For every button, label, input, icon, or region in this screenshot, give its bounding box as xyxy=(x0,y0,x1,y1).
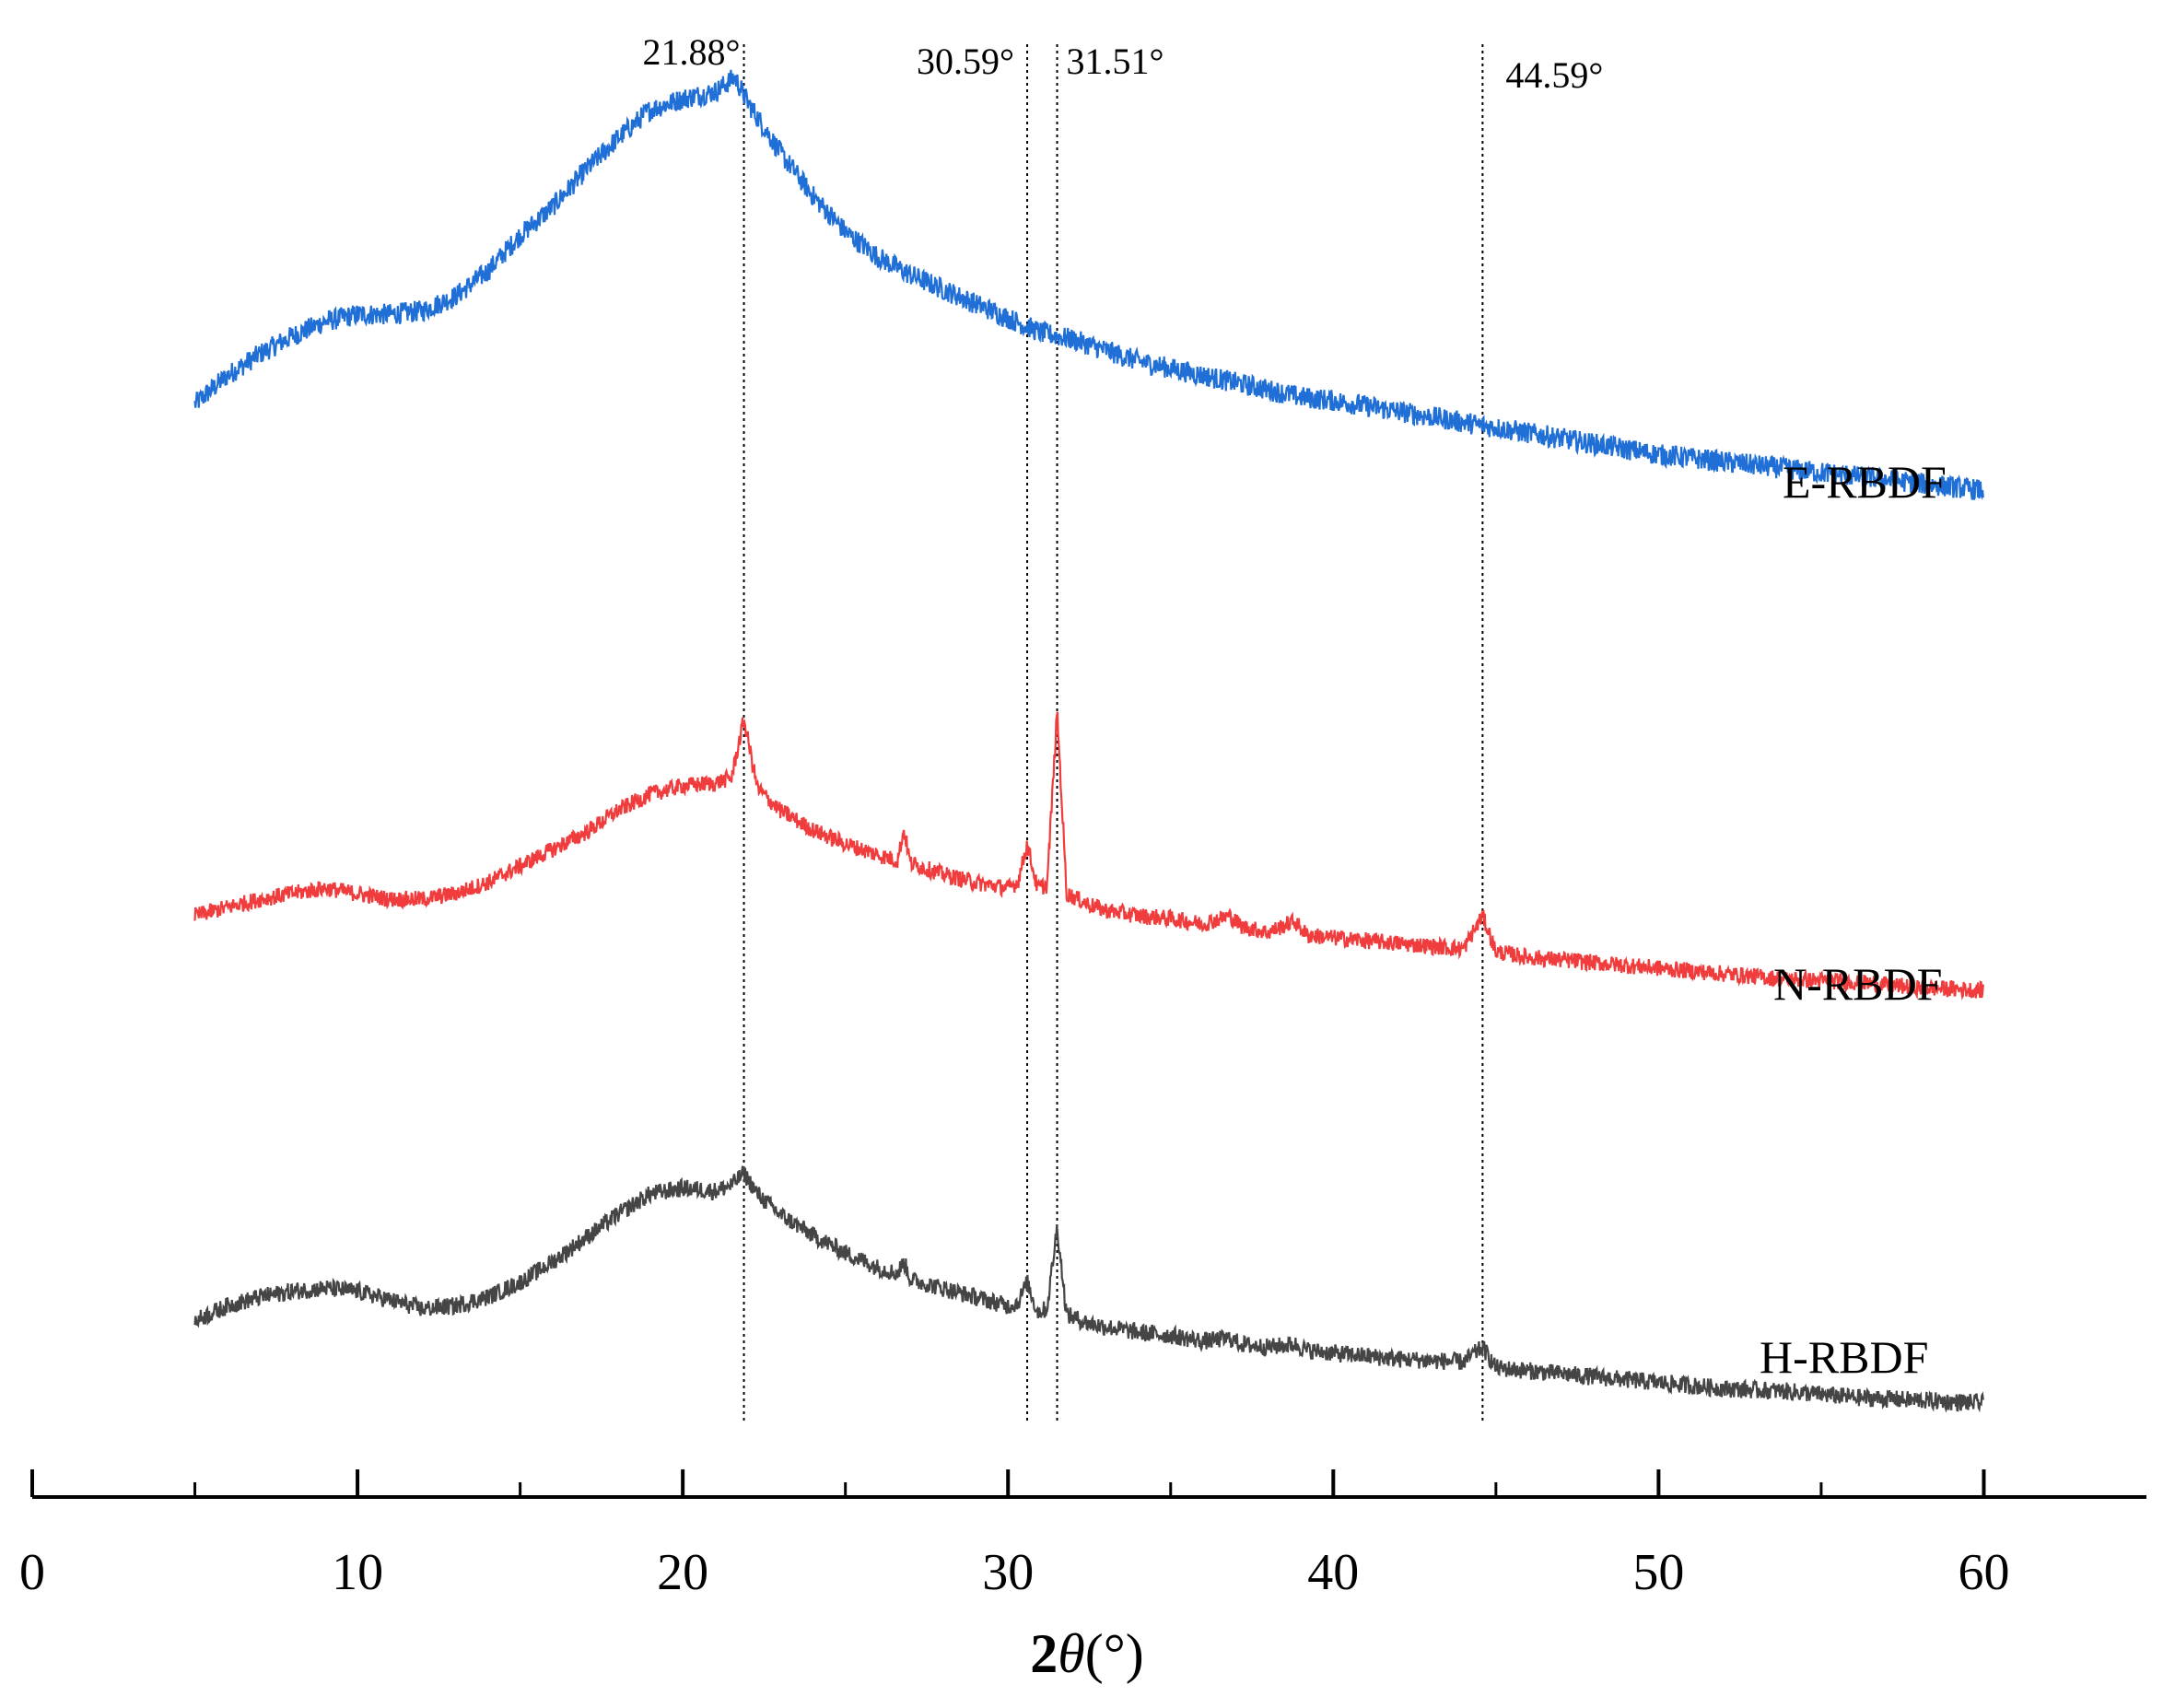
series-line-n-rbdf xyxy=(193,711,1984,1000)
x-tick-label: 0 xyxy=(19,1544,45,1601)
series-line-h-rbdf xyxy=(193,1165,1984,1413)
x-tick-label: 20 xyxy=(657,1544,708,1601)
x-axis-label-symbol: θ xyxy=(1058,1623,1084,1684)
reference-line-label: 31.51° xyxy=(1067,41,1164,82)
x-tick-label: 10 xyxy=(332,1544,383,1601)
series-group: E-RBDF N-RBDF H-RBDF xyxy=(193,69,1984,1413)
x-axis-label-unit: (°) xyxy=(1085,1623,1144,1684)
reference-line-label: 30.59° xyxy=(917,41,1014,82)
series-label-e-rbdf: E-RBDF xyxy=(1783,456,1947,508)
x-axis-label-prefix: 2 xyxy=(1030,1623,1058,1684)
reference-line-label: 44.59° xyxy=(1505,54,1603,96)
series-line-e-rbdf xyxy=(193,69,1984,501)
x-tick-label: 40 xyxy=(1307,1544,1359,1601)
reference-line-label: 21.88° xyxy=(643,31,741,73)
series-label-h-rbdf: H-RBDF xyxy=(1760,1331,1928,1383)
x-tick-label: 30 xyxy=(982,1544,1034,1601)
x-tick-label: 60 xyxy=(1958,1544,2009,1601)
x-tick-label: 50 xyxy=(1632,1544,1684,1601)
reference-lines: 21.88° 30.59° 31.51° 44.59° xyxy=(643,31,1603,1423)
x-axis: 0 10 20 30 40 50 60 xyxy=(19,1469,2146,1601)
series-label-n-rbdf: N-RBDF xyxy=(1773,958,1942,1010)
x-axis-label: 2θ(°) xyxy=(1030,1623,1143,1684)
